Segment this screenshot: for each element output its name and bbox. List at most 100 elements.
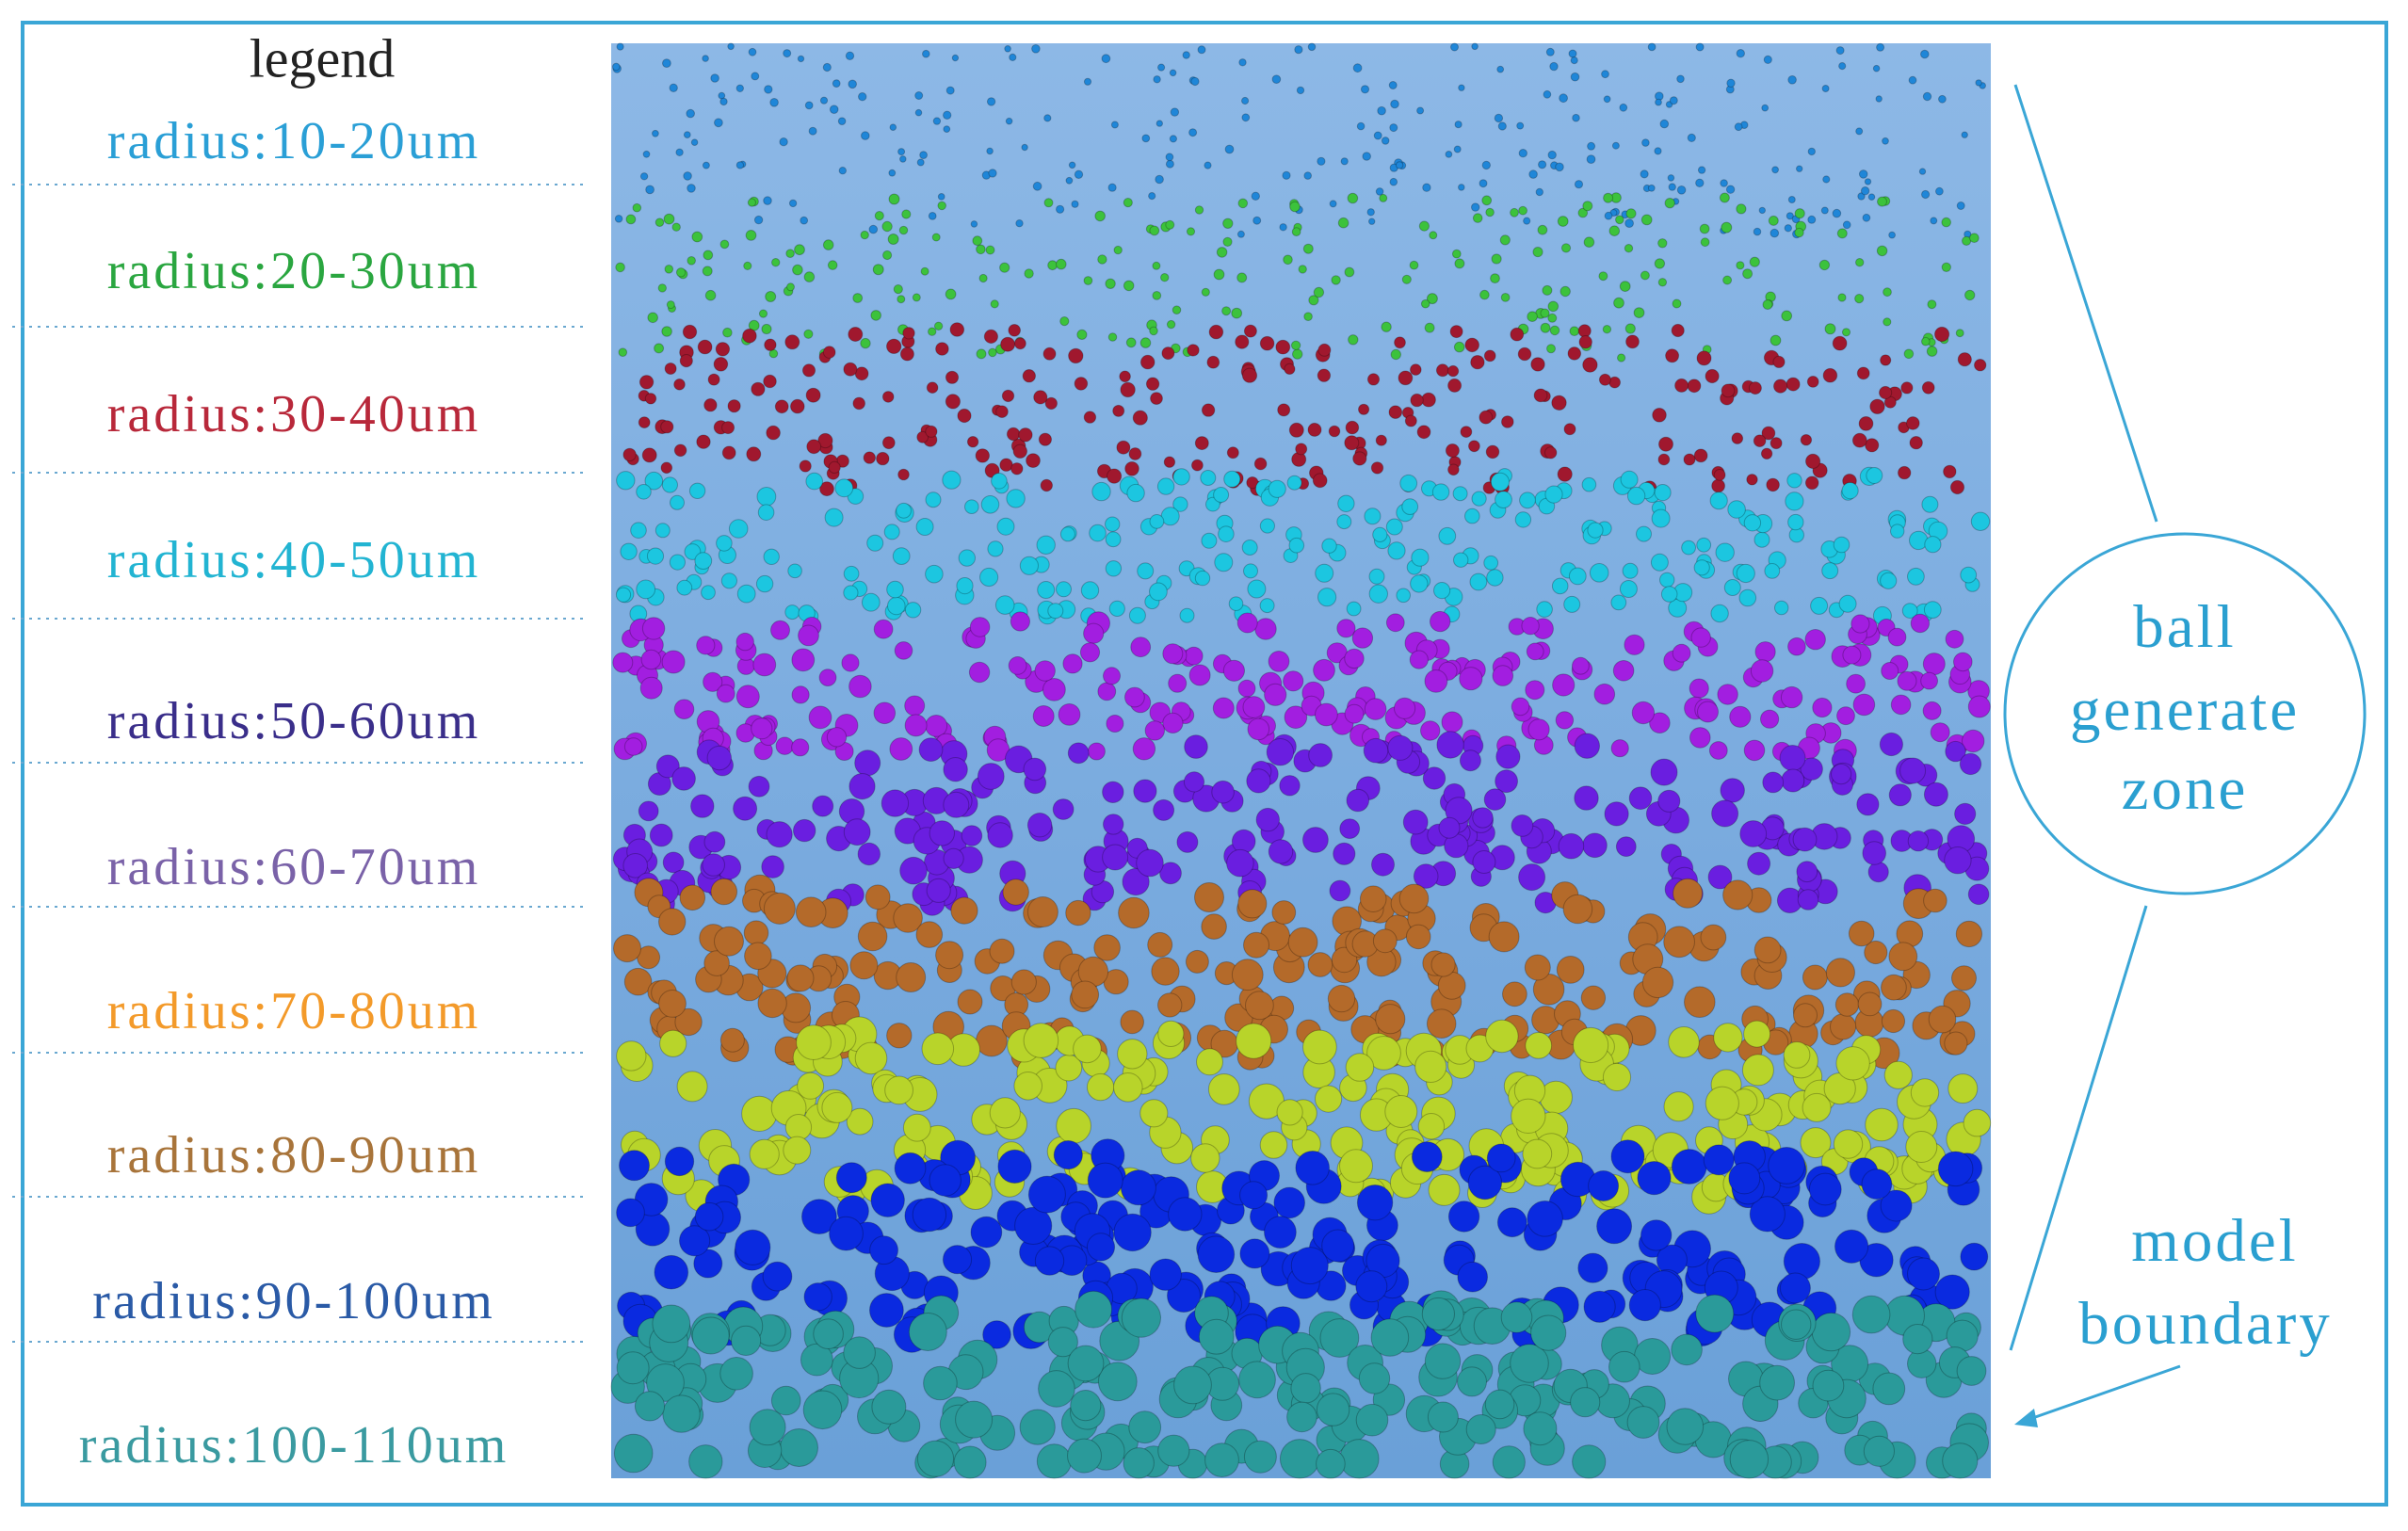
ball xyxy=(1695,178,1705,188)
ball xyxy=(1107,468,1123,484)
ball xyxy=(966,436,979,448)
ball xyxy=(1319,1318,1360,1358)
ball xyxy=(1483,555,1499,571)
ball xyxy=(1519,492,1536,509)
ball xyxy=(1494,113,1504,123)
ball xyxy=(703,830,726,853)
ball xyxy=(1624,244,1634,253)
ball xyxy=(1091,481,1111,502)
ball xyxy=(1865,438,1880,453)
ball xyxy=(632,202,642,213)
ball xyxy=(690,794,715,818)
ball xyxy=(1371,852,1395,877)
ball xyxy=(792,264,803,276)
ball xyxy=(1681,540,1696,556)
ball xyxy=(1201,532,1218,549)
ball xyxy=(1888,942,1918,972)
ball xyxy=(832,79,841,88)
ball xyxy=(765,291,777,302)
ball xyxy=(714,926,744,957)
ball xyxy=(1713,1023,1743,1053)
ball xyxy=(1168,673,1188,693)
ball xyxy=(1942,1442,1979,1479)
ball xyxy=(1549,325,1560,336)
ball xyxy=(1245,991,1274,1021)
ball xyxy=(751,381,766,396)
ball xyxy=(1430,610,1451,633)
ball xyxy=(1469,572,1488,591)
ball xyxy=(1518,205,1527,216)
ball xyxy=(801,1199,837,1234)
ball xyxy=(720,572,738,589)
ball xyxy=(928,327,937,336)
ball xyxy=(1935,186,1944,196)
ball xyxy=(1856,366,1870,380)
ball xyxy=(1074,169,1084,180)
ball xyxy=(945,394,962,410)
ball xyxy=(978,273,988,283)
ball xyxy=(1053,1140,1083,1170)
ball xyxy=(1720,179,1728,187)
ball xyxy=(1749,256,1760,267)
ball xyxy=(926,878,951,903)
ball xyxy=(1551,577,1569,595)
ball xyxy=(1833,536,1850,554)
ball xyxy=(1168,1197,1203,1232)
ball xyxy=(1805,453,1821,469)
ball xyxy=(693,1249,723,1279)
ball xyxy=(848,327,864,342)
ball xyxy=(1037,581,1056,599)
ball xyxy=(1872,1372,1906,1406)
ball xyxy=(1430,952,1456,977)
ball xyxy=(1239,1238,1270,1269)
ball xyxy=(1019,556,1040,575)
ball xyxy=(638,416,651,429)
ball xyxy=(1800,757,1823,781)
ball xyxy=(896,502,912,519)
ball xyxy=(1588,1170,1620,1201)
ball xyxy=(1485,444,1500,459)
ball xyxy=(972,235,983,247)
ball xyxy=(1786,212,1794,220)
ball xyxy=(1545,47,1555,56)
ball xyxy=(1753,434,1767,448)
legend-label: radius:10-20um xyxy=(107,112,481,170)
ball xyxy=(1511,697,1530,717)
ball xyxy=(995,405,1009,419)
ball xyxy=(1556,956,1585,984)
ball xyxy=(662,1394,701,1433)
ball xyxy=(914,91,924,100)
ball xyxy=(1336,514,1352,530)
ball xyxy=(1182,51,1190,59)
ball xyxy=(1580,985,1607,1010)
ball xyxy=(1753,227,1762,236)
legend-label: radius:60-70um xyxy=(107,838,481,896)
ball xyxy=(1368,218,1376,225)
ball xyxy=(1511,814,1534,837)
ball xyxy=(1241,113,1251,122)
ball xyxy=(1481,160,1492,170)
ball xyxy=(1518,863,1546,892)
ball xyxy=(1303,312,1313,322)
ball xyxy=(1717,684,1738,705)
ball xyxy=(1861,1168,1893,1200)
ball xyxy=(1368,568,1385,585)
ball xyxy=(735,685,760,709)
ball xyxy=(1093,934,1121,961)
ball xyxy=(735,632,754,652)
ball xyxy=(1236,230,1245,238)
ball xyxy=(1928,1005,1957,1034)
ball xyxy=(786,964,815,992)
ball xyxy=(1157,1020,1185,1048)
ball xyxy=(1516,121,1525,130)
ball xyxy=(829,1216,864,1251)
ball xyxy=(1746,474,1758,486)
ball xyxy=(1070,1390,1102,1422)
ball xyxy=(1161,346,1175,361)
ball xyxy=(1854,294,1865,304)
ball xyxy=(1162,712,1184,734)
ball xyxy=(1710,604,1729,623)
ball xyxy=(1690,627,1711,648)
ball xyxy=(1851,432,1867,448)
ball xyxy=(1268,839,1294,864)
